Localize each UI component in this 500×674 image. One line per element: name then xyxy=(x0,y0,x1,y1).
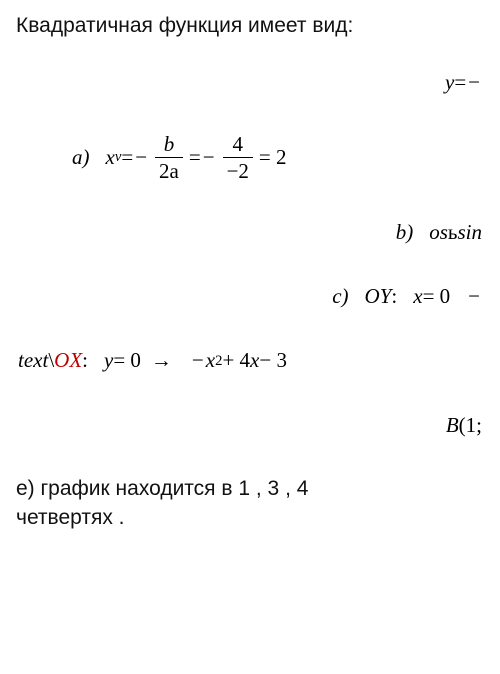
d-eq0: = 0 xyxy=(113,346,141,374)
B-paren: (1; xyxy=(459,411,482,439)
d-tail: − 3 xyxy=(259,346,287,374)
neg2: − xyxy=(201,143,217,171)
d-neg: − xyxy=(190,346,206,374)
eq: = xyxy=(121,143,133,171)
d-plus4: + 4 xyxy=(222,346,250,374)
arrow-icon: → xyxy=(151,346,172,374)
var-y: y xyxy=(445,68,454,96)
eq3: = 2 xyxy=(259,143,287,171)
d-x-letter: X xyxy=(69,348,82,372)
eq2: = xyxy=(189,143,201,171)
b-soft: ь xyxy=(448,218,458,246)
den-2a-text: 2a xyxy=(159,159,179,183)
eq-sign: = xyxy=(454,68,466,96)
den-m2: −2 xyxy=(223,157,253,182)
document-page: Квадратичная функция имеет вид: y = − a)… xyxy=(0,0,500,544)
frac-4-m2: 4 −2 xyxy=(223,133,253,182)
d-x2: x xyxy=(250,346,259,374)
d-y: y xyxy=(104,346,113,374)
footer-line2: четвертях . xyxy=(16,504,488,532)
frac-b-2a: b 2a xyxy=(155,133,183,182)
den-2a: 2a xyxy=(155,157,183,182)
label-a: a) xyxy=(72,143,90,171)
c-x: x xyxy=(413,282,422,310)
item-a: a) xv = − b 2a = − 4 −2 = 2 xyxy=(16,133,488,182)
c-trail: − xyxy=(466,282,482,310)
item-c: c) OY : x = 0 − xyxy=(16,282,488,310)
item-b: b) osь sin xyxy=(16,218,488,246)
d-x1: x xyxy=(206,346,215,374)
xv-x: x xyxy=(106,143,115,171)
neg1: − xyxy=(133,143,149,171)
d-text: text xyxy=(18,346,48,374)
point-B: B(1; xyxy=(16,411,488,439)
item-d: text\OX : y = 0 → −x2 + 4x − 3 xyxy=(16,346,488,374)
neg: − xyxy=(466,68,482,96)
c-oy: OY xyxy=(365,282,392,310)
footer-line1: e) график находится в 1 , 3 , 4 xyxy=(16,475,488,503)
b-sin: sin xyxy=(457,218,482,246)
d-o: O xyxy=(54,348,69,372)
num-b: b xyxy=(160,133,179,157)
d-colon: : xyxy=(82,346,88,374)
num-4: 4 xyxy=(228,133,247,157)
c-eq: = 0 xyxy=(423,282,451,310)
B-label: B xyxy=(446,411,459,439)
label-c: c) xyxy=(332,282,348,310)
d-ox: OX xyxy=(54,346,82,374)
c-colon: : xyxy=(391,282,397,310)
b-os: os xyxy=(429,218,448,246)
label-b: b) xyxy=(396,218,414,246)
footer: e) график находится в 1 , 3 , 4 четвертя… xyxy=(16,475,488,532)
equation-top: y = − xyxy=(16,68,488,96)
heading: Квадратичная функция имеет вид: xyxy=(16,12,488,40)
